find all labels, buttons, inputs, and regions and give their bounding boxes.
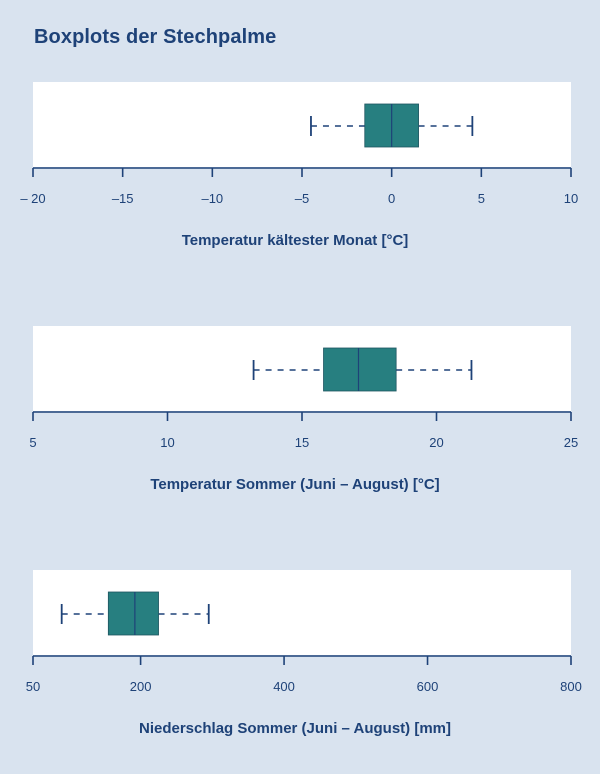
x-axis-label: Temperatur kältester Monat [°C] — [182, 232, 409, 249]
x-tick-label: 600 — [417, 679, 439, 694]
boxplot-summer-temperature: 5 10 15 20 25 Temperatur Sommer (Juni – Augus… — [29, 326, 578, 493]
interquartile-box — [323, 347, 397, 392]
x-axis-label: Temperatur Sommer (Juni – August) [°C] — [150, 476, 439, 493]
x-tick-label: 5 — [478, 191, 485, 206]
x-tick-label: 200 — [130, 679, 152, 694]
x-tick-label: 0 — [388, 191, 395, 206]
x-tick-label: –10 — [201, 191, 223, 206]
x-tick-label: – 20 — [20, 191, 45, 206]
page-title: Boxplots der Stechpalme — [34, 26, 277, 48]
interquartile-box — [107, 591, 159, 636]
boxplot-temperature-coldest-month: – 20 –15 –10 –5 0 5 10 Temperatur kältester Mon… — [20, 82, 578, 249]
x-tick-label: 20 — [429, 435, 443, 450]
x-tick-label: 800 — [560, 679, 582, 694]
plot-panel — [33, 82, 571, 167]
x-tick-label: 50 — [26, 679, 40, 694]
x-tick-label: 5 — [29, 435, 36, 450]
x-tick-label: 400 — [273, 679, 295, 694]
x-tick-label: 25 — [564, 435, 578, 450]
x-tick-label: –5 — [295, 191, 309, 206]
x-axis-label: Niederschlag Sommer (Juni – August) [mm] — [139, 720, 451, 737]
x-tick-label: 10 — [160, 435, 174, 450]
x-tick-label: –15 — [112, 191, 134, 206]
boxplot-summer-precipitation: 50 200 400 600 800 Niederschlag Sommer (Juni … — [26, 570, 582, 737]
x-tick-label: 15 — [295, 435, 309, 450]
x-tick-label: 10 — [564, 191, 578, 206]
plot-panel — [33, 326, 571, 411]
